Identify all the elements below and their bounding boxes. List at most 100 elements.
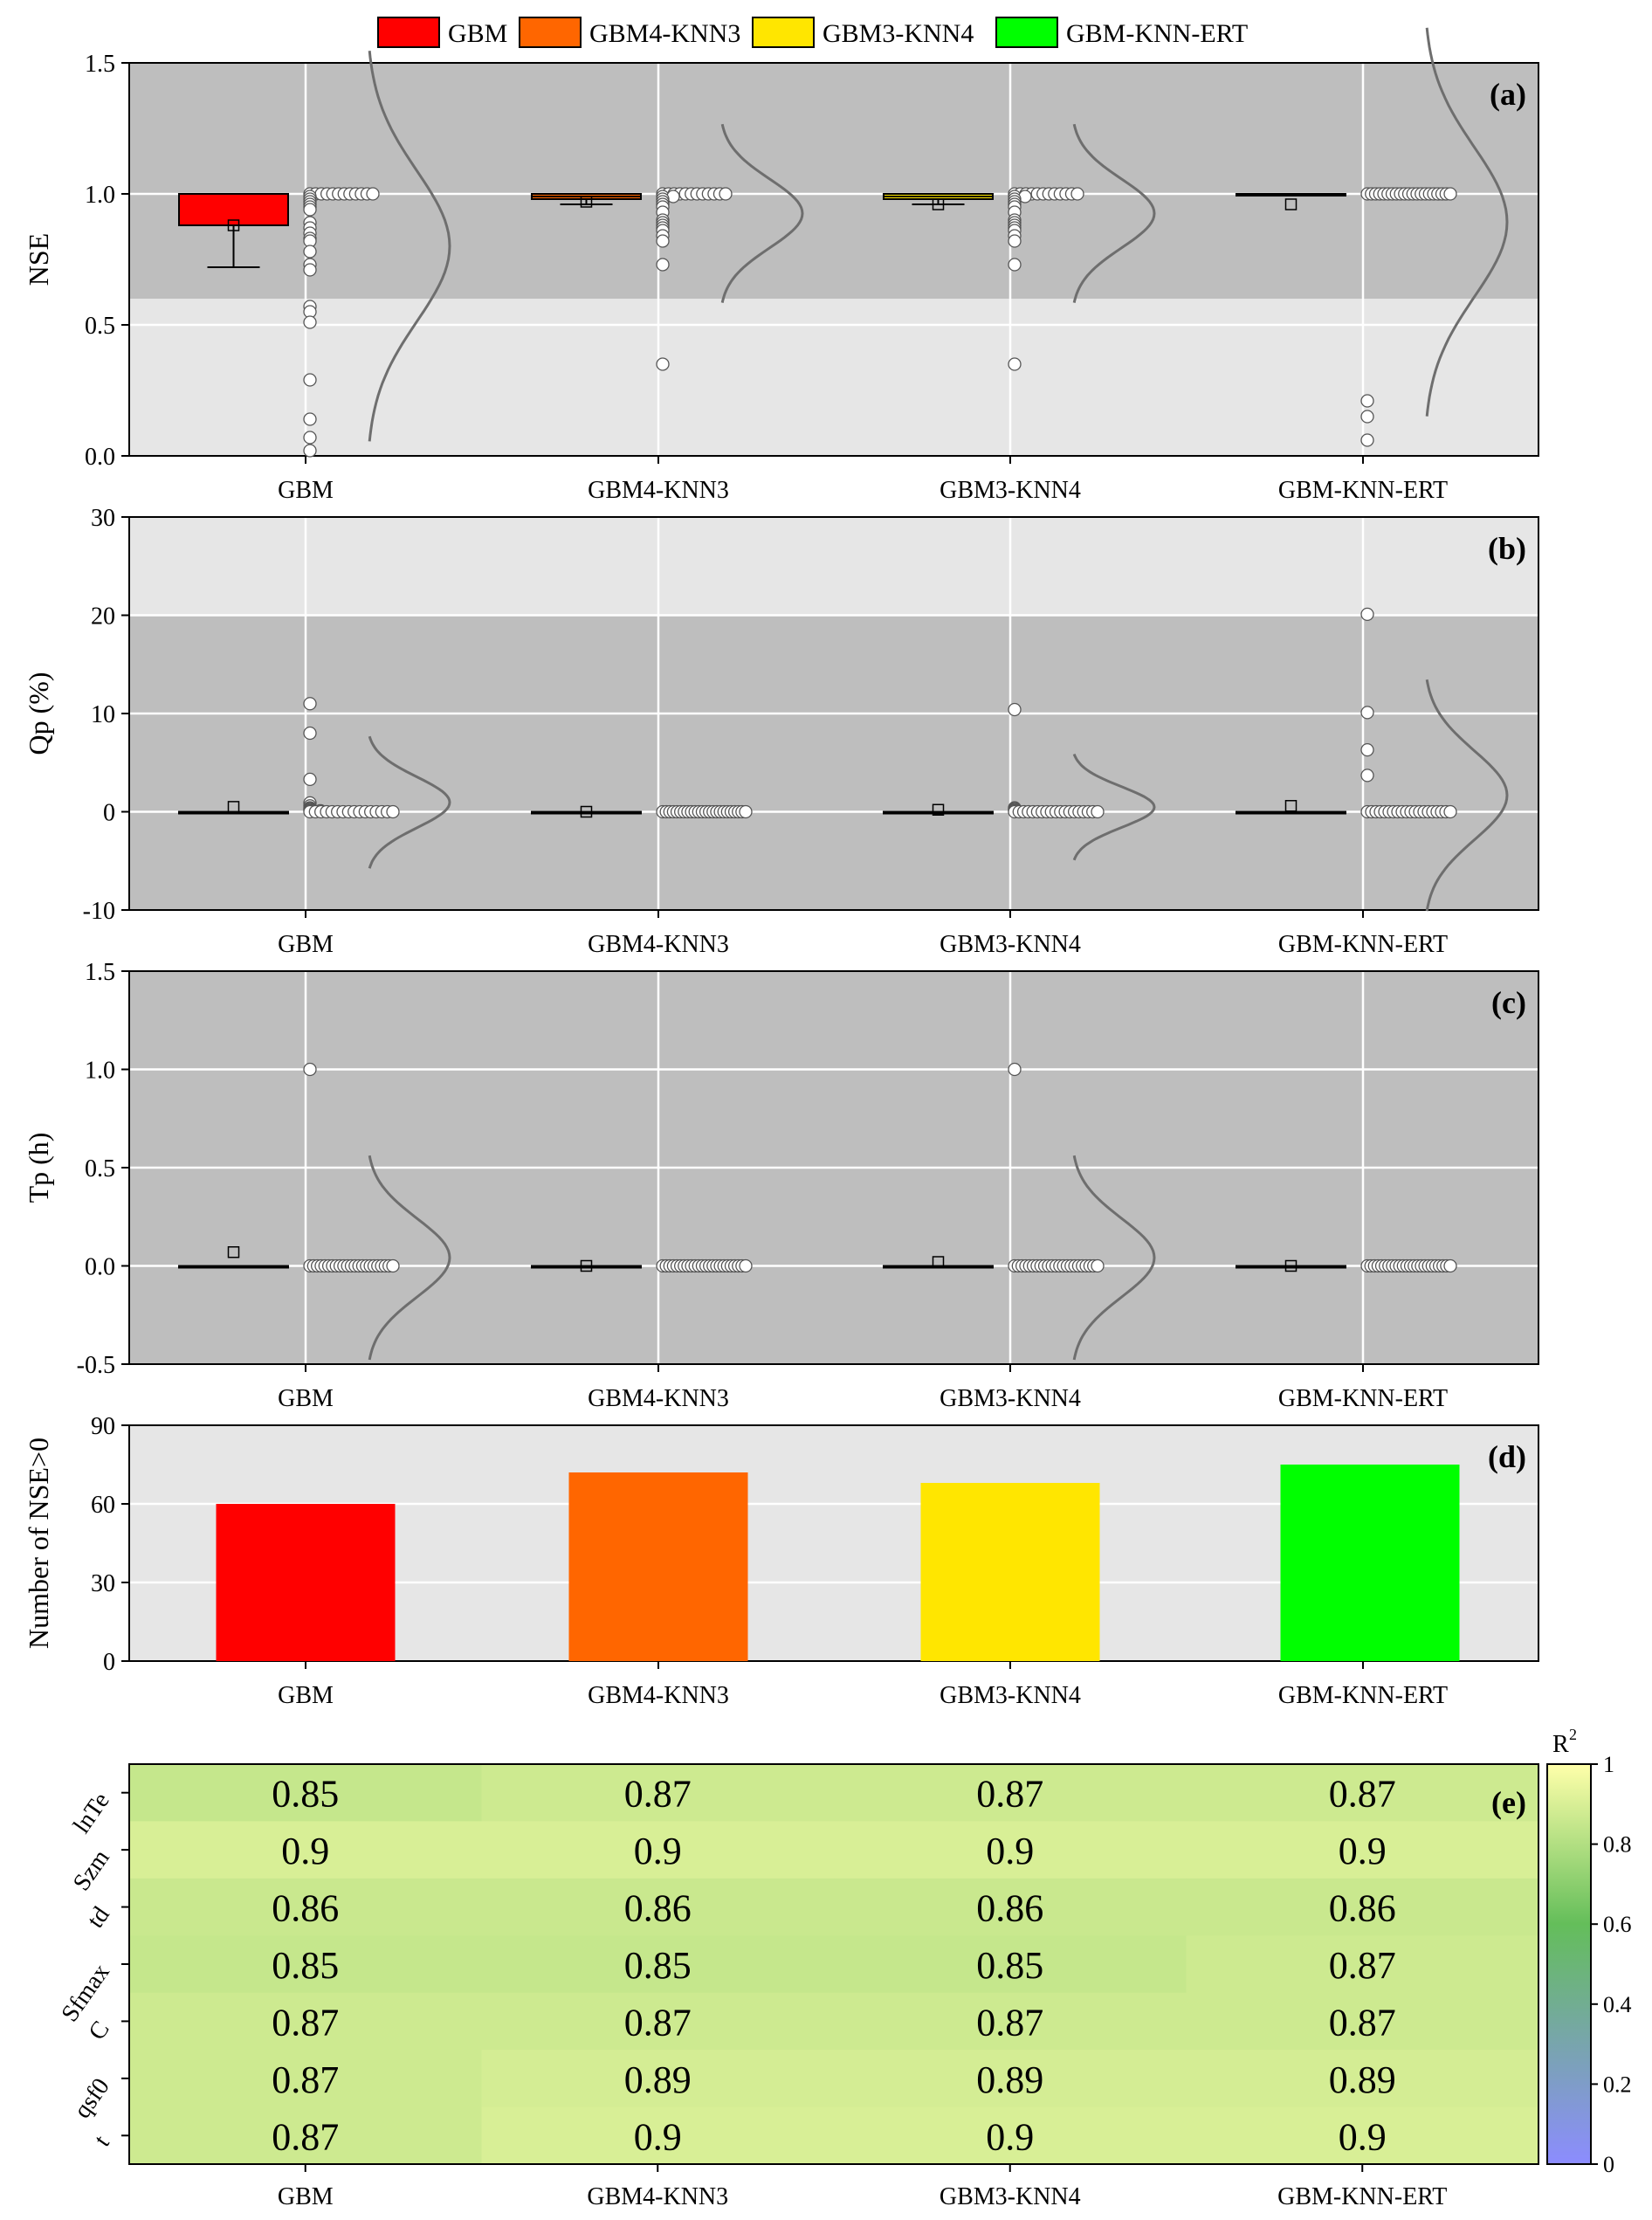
colorbar-tick-label: 0 bbox=[1603, 2152, 1614, 2177]
panel-tag: (b) bbox=[1488, 531, 1526, 566]
mean-marker bbox=[227, 801, 240, 813]
x-tick-label: GBM3-KNN4 bbox=[940, 931, 1081, 958]
legend-label-GBM-KNN-ERT: GBM-KNN-ERT bbox=[1066, 19, 1248, 48]
heatmap-row-label: Szm bbox=[68, 1844, 115, 1896]
y-tick-label: 20 bbox=[91, 603, 115, 631]
panel-d: 0 30 60 90 GBM GBM4-KNN3 GBM3-KNN4 GBM-KNN-ERT N… bbox=[23, 1413, 1539, 1709]
heatmap-cell-label: 0.9 bbox=[986, 2115, 1034, 2158]
y-axis-label: Qp (%) bbox=[23, 672, 54, 755]
x-tick-label: GBM bbox=[278, 1682, 334, 1709]
x-tick-label: GBM bbox=[278, 2183, 334, 2210]
distribution-curve bbox=[1072, 1155, 1156, 1361]
x-tick-label: GBM-KNN-ERT bbox=[1278, 1682, 1448, 1709]
y-tick-label: 1.5 bbox=[85, 959, 115, 986]
mean-marker bbox=[227, 1246, 240, 1258]
x-tick-label: GBM4-KNN3 bbox=[588, 477, 729, 504]
heatmap-cell bbox=[834, 2106, 1187, 2165]
heatmap-cell bbox=[129, 1821, 482, 1879]
mean-marker bbox=[932, 803, 945, 816]
heatmap-cell bbox=[834, 2050, 1187, 2108]
data-point bbox=[1008, 702, 1022, 717]
data-point bbox=[1008, 258, 1022, 272]
data-point bbox=[303, 373, 317, 387]
heatmap-row-label: qsf0 bbox=[69, 2073, 115, 2123]
distribution-curve bbox=[368, 735, 451, 869]
heatmap-cell-label: 0.89 bbox=[1329, 2058, 1396, 2101]
heatmap-cell-label: 0.86 bbox=[1329, 1887, 1396, 1930]
panel-tag: (c) bbox=[1491, 985, 1526, 1020]
data-point bbox=[386, 1258, 400, 1273]
colorbar-tick-label: 0.8 bbox=[1603, 1832, 1632, 1858]
heatmap-cell-label: 0.87 bbox=[272, 2001, 339, 2044]
x-tick-label: GBM3-KNN4 bbox=[940, 1385, 1081, 1412]
data-point bbox=[303, 772, 317, 787]
heatmap-cell bbox=[129, 1992, 482, 2051]
heatmap-cell-label: 0.87 bbox=[1329, 1773, 1396, 1816]
panel-b: -10 0 10 20 30 GBM GBM4-KNN3 GBM3-KNN4 GBM-KNN-E… bbox=[23, 505, 1539, 958]
distribution-curve bbox=[1425, 679, 1509, 912]
mean-marker bbox=[580, 805, 593, 818]
legend-label-GBM4-KNN3: GBM4-KNN3 bbox=[589, 19, 740, 48]
heatmap-cell-label: 0.87 bbox=[624, 2001, 692, 2044]
heatmap-cell-label: 0.87 bbox=[976, 2001, 1043, 2044]
heatmap-row-label: t bbox=[89, 2130, 115, 2151]
heatmap-row-label: Sfmax bbox=[56, 1959, 114, 2027]
mean-marker bbox=[932, 198, 945, 210]
axes-frame bbox=[128, 1763, 1539, 2165]
data-point bbox=[1360, 769, 1374, 783]
data-point bbox=[656, 234, 670, 248]
x-tick-label: GBM3-KNN4 bbox=[940, 2183, 1081, 2210]
data-point bbox=[1360, 706, 1374, 720]
data-point bbox=[739, 804, 753, 819]
heatmap-cell bbox=[1186, 1821, 1539, 1879]
heatmap-cell-label: 0.89 bbox=[976, 2058, 1043, 2101]
heatmap-cell-label: 0.87 bbox=[976, 1773, 1043, 1816]
colorbar bbox=[1546, 1763, 1592, 2165]
y-tick-label: 30 bbox=[91, 505, 115, 532]
heatmap-cell-label: 0.87 bbox=[1329, 2001, 1396, 2044]
panel-c: -0.5 0.0 0.5 1.0 1.5 GBM GBM4-KNN3 GBM3-KNN4 GBM… bbox=[23, 959, 1539, 1412]
heatmap-cell-label: 0.85 bbox=[624, 1944, 692, 1987]
data-point bbox=[303, 1062, 317, 1077]
heatmap-cell bbox=[834, 1935, 1187, 1994]
x-tick-label: GBM4-KNN3 bbox=[587, 2183, 728, 2210]
heatmap-cell bbox=[1186, 1878, 1539, 1936]
distribution-curve bbox=[1072, 123, 1156, 303]
data-point bbox=[1443, 1258, 1457, 1273]
heatmap-cell bbox=[834, 1992, 1187, 2051]
heatmap-cell-label: 0.87 bbox=[272, 2115, 339, 2158]
x-tick-label: GBM4-KNN3 bbox=[588, 1385, 729, 1412]
bar-GBM3-KNN4 bbox=[920, 1483, 1100, 1661]
data-point bbox=[303, 203, 317, 217]
heatmap-cell-label: 0.85 bbox=[272, 1773, 339, 1816]
heatmap-cell bbox=[481, 1764, 835, 1822]
y-tick-label: 0.0 bbox=[85, 444, 115, 471]
x-tick-label: GBM bbox=[278, 477, 334, 504]
heatmap-cell bbox=[129, 1935, 482, 1994]
heatmap-cell bbox=[129, 2050, 482, 2108]
heatmap-cell bbox=[481, 2050, 835, 2108]
y-tick-label: 0 bbox=[103, 1649, 115, 1676]
data-point bbox=[303, 315, 317, 329]
x-tick-label: GBM3-KNN4 bbox=[940, 477, 1081, 504]
legend-swatch-GBM-KNN-ERT bbox=[995, 17, 1058, 48]
data-point bbox=[1360, 607, 1374, 622]
heatmap-cell bbox=[1186, 1992, 1539, 2051]
heatmap-cell-label: 0.9 bbox=[1339, 2115, 1387, 2158]
heatmap-cell-label: 0.89 bbox=[624, 2058, 692, 2101]
heatmap-cell-label: 0.86 bbox=[624, 1887, 692, 1930]
colorbar-title-superscript: 2 bbox=[1569, 1726, 1577, 1743]
data-point bbox=[1360, 433, 1374, 447]
x-tick-label: GBM bbox=[278, 1385, 334, 1412]
x-tick-label: GBM-KNN-ERT bbox=[1277, 2183, 1447, 2210]
x-tick-label: GBM bbox=[278, 931, 334, 958]
distribution-curve bbox=[1072, 753, 1156, 861]
y-tick-label: 10 bbox=[91, 701, 115, 728]
shaded-band bbox=[129, 615, 1538, 910]
y-tick-label: 90 bbox=[91, 1413, 115, 1440]
colorbar-tick-label: 1 bbox=[1603, 1752, 1614, 1777]
mean-marker bbox=[227, 219, 240, 231]
colorbar-title: R bbox=[1552, 1731, 1569, 1758]
heatmap-cell bbox=[481, 1821, 835, 1879]
y-tick-label: -0.5 bbox=[77, 1352, 115, 1379]
